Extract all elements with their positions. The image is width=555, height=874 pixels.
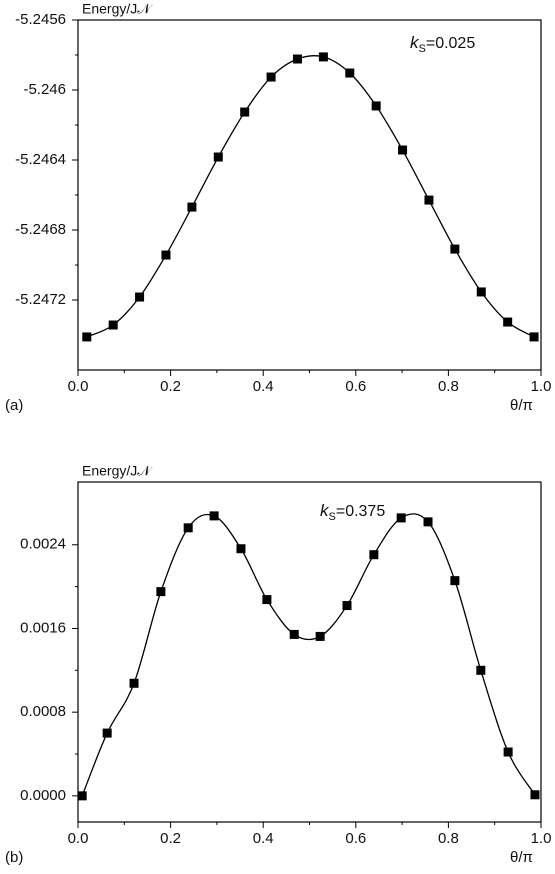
y-axis-label: Energy/J𝒩 [82,463,153,479]
marker [108,320,118,330]
marker [292,54,302,64]
x-tick-label: 0.4 [253,378,274,395]
marker [129,678,139,688]
marker [476,665,486,675]
annotation-text: =0.375 [336,503,385,520]
marker [236,544,246,554]
marker [183,523,193,533]
x-tick-label: 0.6 [345,830,366,847]
marker [450,244,460,254]
annotation-symbol: k [410,33,420,52]
y-tick-label: 0.0016 [20,619,66,636]
marker [262,595,272,605]
x-tick-label: 0.8 [438,830,459,847]
marker [156,587,166,597]
marker [318,52,328,62]
marker [530,790,540,800]
y-axis-label: Energy/J𝒩 [82,1,153,17]
marker [135,292,145,302]
annotation-text: =0.025 [426,35,475,52]
marker [209,511,219,521]
marker [503,317,513,327]
y-tick-label: -5.2464 [15,151,66,168]
y-tick-label: -5.2472 [15,291,66,308]
x-axis-label: θ/π [510,397,533,414]
marker [82,332,92,342]
y-tick-label: -5.2468 [15,221,66,238]
marker [371,101,381,111]
marker [102,728,112,738]
y-tick-label: 0.0008 [20,703,66,720]
marker [77,791,87,801]
marker [423,517,433,527]
marker [266,72,276,82]
marker [289,629,299,639]
x-tick-label: 0.6 [345,378,366,395]
y-tick-label: -5.246 [23,81,66,98]
marker [476,287,486,297]
plot-frame [77,481,542,823]
annotation-subscript: S [329,511,336,523]
marker [240,107,250,117]
y-tick-label: -5.2456 [15,11,66,28]
marker [187,202,197,212]
x-tick-label: 0.8 [438,378,459,395]
x-tick-label: 0.2 [160,830,181,847]
x-tick-label: 1.0 [531,378,552,395]
plot-frame [77,19,542,371]
annotation-symbol: k [320,501,330,520]
marker [424,195,434,205]
marker [529,332,539,342]
marker [396,513,406,523]
marker [450,576,460,586]
annotation: kS=0.375 [320,501,385,522]
curve [86,55,535,338]
marker [369,550,379,560]
marker [315,631,325,641]
y-tick-label: 0.0000 [20,787,66,804]
marker [503,747,513,757]
x-tick-label: 0.0 [68,378,89,395]
annotation-subscript: S [419,43,426,55]
y-tick-label: 0.0024 [20,536,66,553]
marker [345,68,355,78]
x-tick-label: 0.0 [68,830,89,847]
x-tick-label: 0.2 [160,378,181,395]
x-axis-label: θ/π [510,849,533,866]
annotation: kS=0.025 [410,33,475,54]
marker [342,601,352,611]
curve [81,513,536,797]
marker [161,250,171,260]
x-tick-label: 1.0 [531,830,552,847]
marker [213,152,223,162]
x-tick-label: 0.4 [253,830,274,847]
marker [398,145,408,155]
panel-label: (b) [5,849,23,866]
panel-label: (a) [5,397,23,414]
